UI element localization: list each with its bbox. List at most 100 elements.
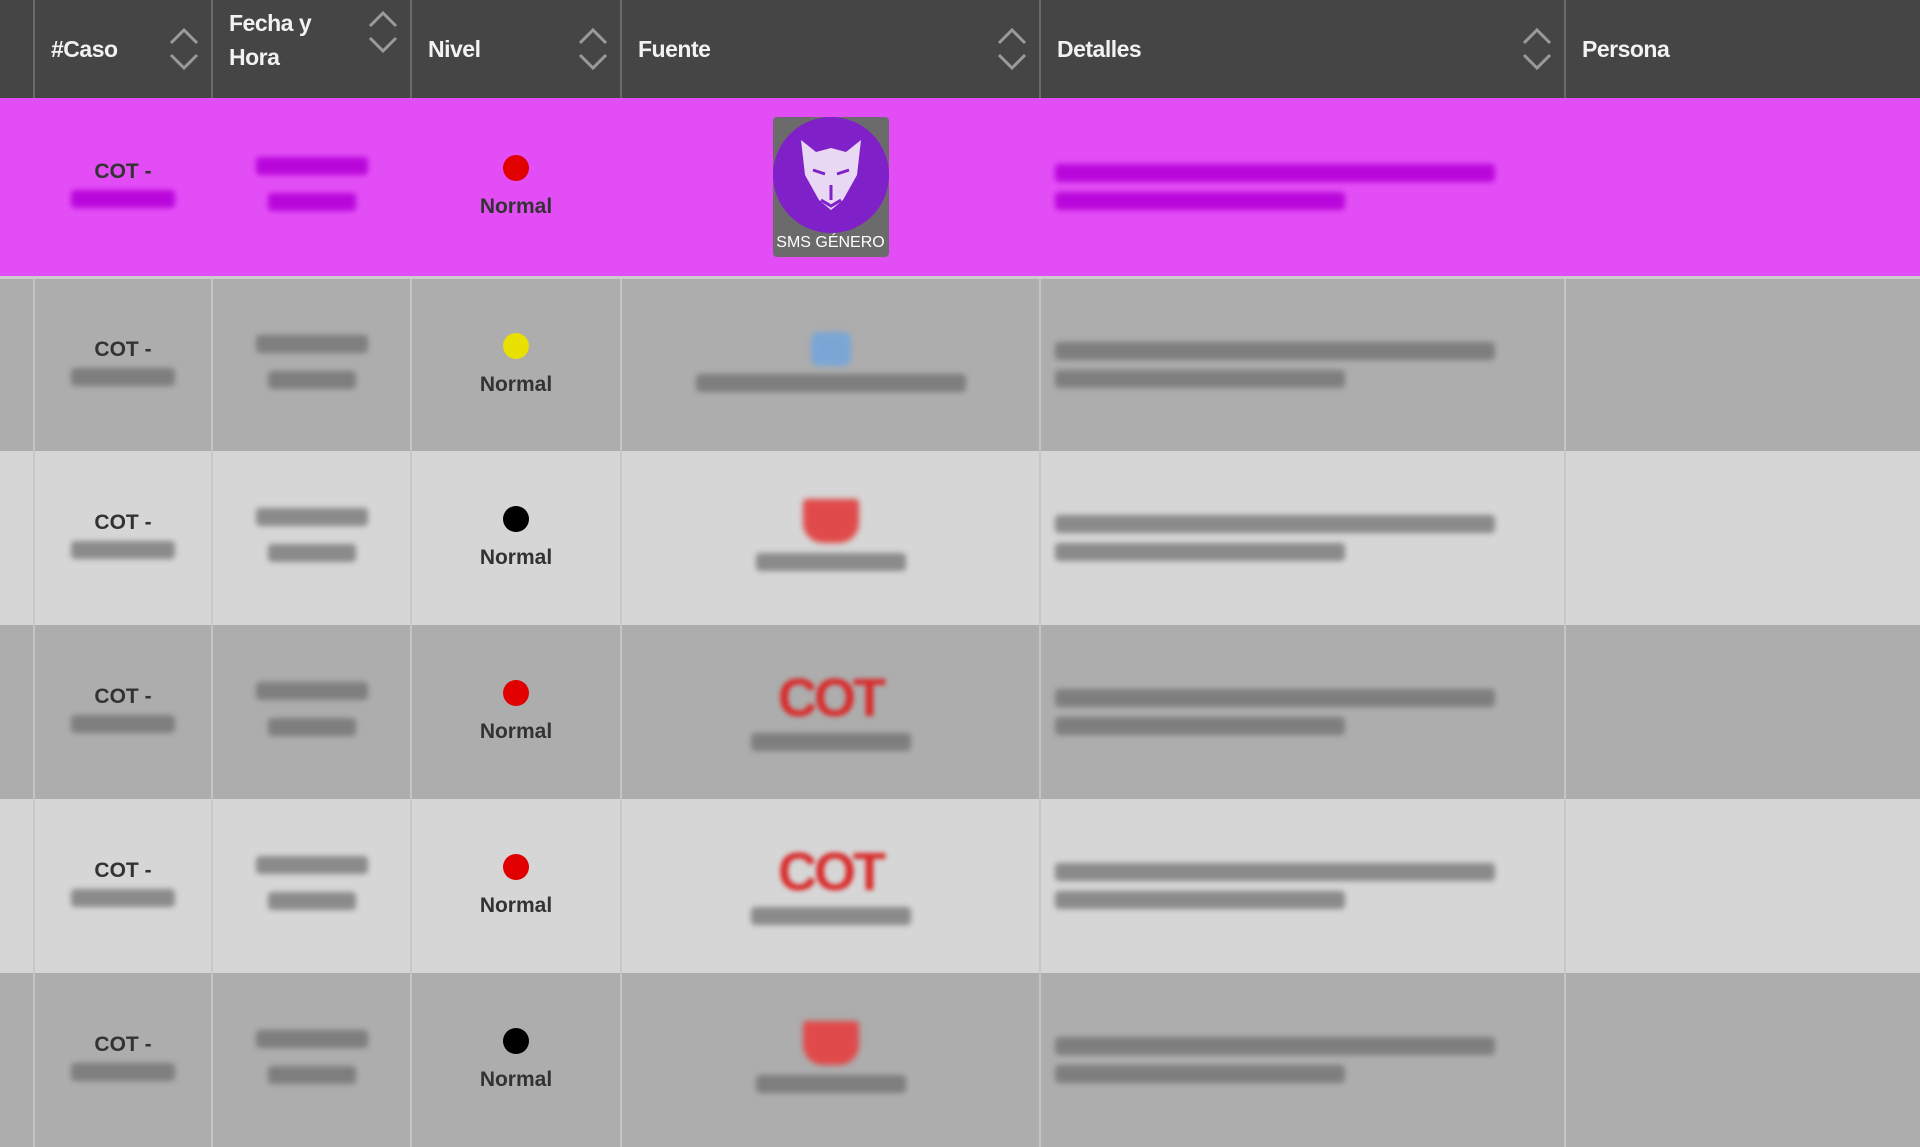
row-edge xyxy=(0,98,35,279)
caso-cell: COT - xyxy=(34,277,213,451)
detalles-cell xyxy=(1040,451,1566,625)
nivel-cell: Normal xyxy=(411,277,622,451)
redacted-text xyxy=(267,718,356,736)
row-edge xyxy=(0,625,35,799)
fuente-label: SMS GÉNERO xyxy=(776,233,885,251)
fuente-cell: SMS GÉNERO xyxy=(621,98,1041,279)
detalles-cell xyxy=(1040,277,1566,451)
redacted-text xyxy=(255,682,368,700)
caso-cell: COT - xyxy=(34,625,213,799)
red-badge-icon xyxy=(802,499,859,543)
fecha-cell xyxy=(212,451,412,625)
header-persona: Persona xyxy=(1565,0,1920,98)
detalles-cell xyxy=(1040,625,1566,799)
redacted-text xyxy=(1055,891,1345,909)
table-row[interactable]: COT - Normal SMS GÉNERO xyxy=(0,98,1920,279)
redacted-text xyxy=(71,1063,175,1081)
fecha-cell xyxy=(212,277,412,451)
redacted-text xyxy=(255,156,368,175)
redacted-text xyxy=(255,508,368,526)
redacted-text xyxy=(71,541,175,559)
cot-logo-icon: COT xyxy=(778,842,886,902)
redacted-text xyxy=(1055,515,1495,533)
detalles-cell xyxy=(1040,799,1566,973)
header-caso[interactable]: #Caso xyxy=(34,0,213,98)
caso-cell: COT - xyxy=(34,451,213,625)
redacted-text xyxy=(1055,1065,1345,1083)
caso-cell: COT - xyxy=(34,98,213,279)
redacted-text xyxy=(267,892,356,910)
level-dot-icon xyxy=(503,1028,529,1054)
redacted-text xyxy=(255,1030,368,1048)
table-row[interactable]: COT - Normal xyxy=(0,277,1920,451)
redacted-text xyxy=(1055,163,1495,182)
redacted-text xyxy=(1055,717,1345,735)
fecha-cell xyxy=(212,625,412,799)
table-header: #Caso Fecha y Hora Nivel Fuente Detalles… xyxy=(0,0,1920,98)
caso-cell: COT - xyxy=(34,973,213,1147)
blue-logo-icon xyxy=(810,331,851,366)
fuente-cell xyxy=(621,973,1041,1147)
sort-icon[interactable] xyxy=(366,6,400,58)
redacted-text xyxy=(750,733,911,751)
redacted-text xyxy=(255,856,368,874)
redacted-text xyxy=(695,373,966,392)
redacted-text xyxy=(71,189,175,208)
header-spacer xyxy=(0,0,35,98)
sort-icon[interactable] xyxy=(576,23,610,75)
row-edge xyxy=(0,973,35,1147)
detalles-cell xyxy=(1040,98,1566,279)
redacted-text xyxy=(755,1075,906,1093)
level-dot-icon xyxy=(503,154,529,181)
row-edge xyxy=(0,277,35,451)
fuente-cell: COT xyxy=(621,625,1041,799)
table-row[interactable]: COT - Normal xyxy=(0,451,1920,625)
fecha-cell xyxy=(212,98,412,279)
sort-icon[interactable] xyxy=(995,23,1029,75)
nivel-cell: Normal xyxy=(411,799,622,973)
redacted-text xyxy=(71,889,175,907)
sort-icon[interactable] xyxy=(1520,23,1554,75)
nivel-cell: Normal xyxy=(411,98,622,279)
redacted-text xyxy=(267,544,356,562)
header-detalles[interactable]: Detalles xyxy=(1040,0,1566,98)
redacted-text xyxy=(1055,543,1345,561)
redacted-text xyxy=(71,715,175,733)
redacted-text xyxy=(255,334,368,353)
persona-cell xyxy=(1565,98,1920,279)
persona-cell xyxy=(1565,277,1920,451)
level-dot-icon xyxy=(503,680,529,706)
row-edge xyxy=(0,451,35,625)
table-row[interactable]: COT - Normal COT xyxy=(0,799,1920,973)
redacted-text xyxy=(1055,1037,1495,1055)
header-fecha-hora[interactable]: Fecha y Hora xyxy=(212,0,412,98)
detalles-cell xyxy=(1040,973,1566,1147)
redacted-text xyxy=(1055,341,1495,360)
row-edge xyxy=(0,799,35,973)
persona-cell xyxy=(1565,451,1920,625)
header-fuente[interactable]: Fuente xyxy=(621,0,1041,98)
table-row[interactable]: COT - Normal xyxy=(0,973,1920,1147)
redacted-text xyxy=(750,907,911,925)
persona-cell xyxy=(1565,625,1920,799)
persona-cell xyxy=(1565,973,1920,1147)
sort-icon[interactable] xyxy=(167,23,201,75)
level-dot-icon xyxy=(503,332,529,359)
redacted-text xyxy=(1055,191,1345,210)
fecha-cell xyxy=(212,799,412,973)
fuente-cell: COT xyxy=(621,799,1041,973)
cot-logo-icon: COT xyxy=(778,668,886,728)
fuente-cell xyxy=(621,451,1041,625)
fuente-cell xyxy=(621,277,1041,451)
redacted-text xyxy=(71,367,175,386)
persona-cell xyxy=(1565,799,1920,973)
redacted-text xyxy=(1055,863,1495,881)
table-row[interactable]: COT - Normal COT xyxy=(0,625,1920,799)
caso-cell: COT - xyxy=(34,799,213,973)
header-nivel[interactable]: Nivel xyxy=(411,0,622,98)
nivel-cell: Normal xyxy=(411,451,622,625)
level-dot-icon xyxy=(503,854,529,880)
redacted-text xyxy=(267,192,356,211)
jaguar-logo-icon: SMS GÉNERO xyxy=(772,116,889,257)
